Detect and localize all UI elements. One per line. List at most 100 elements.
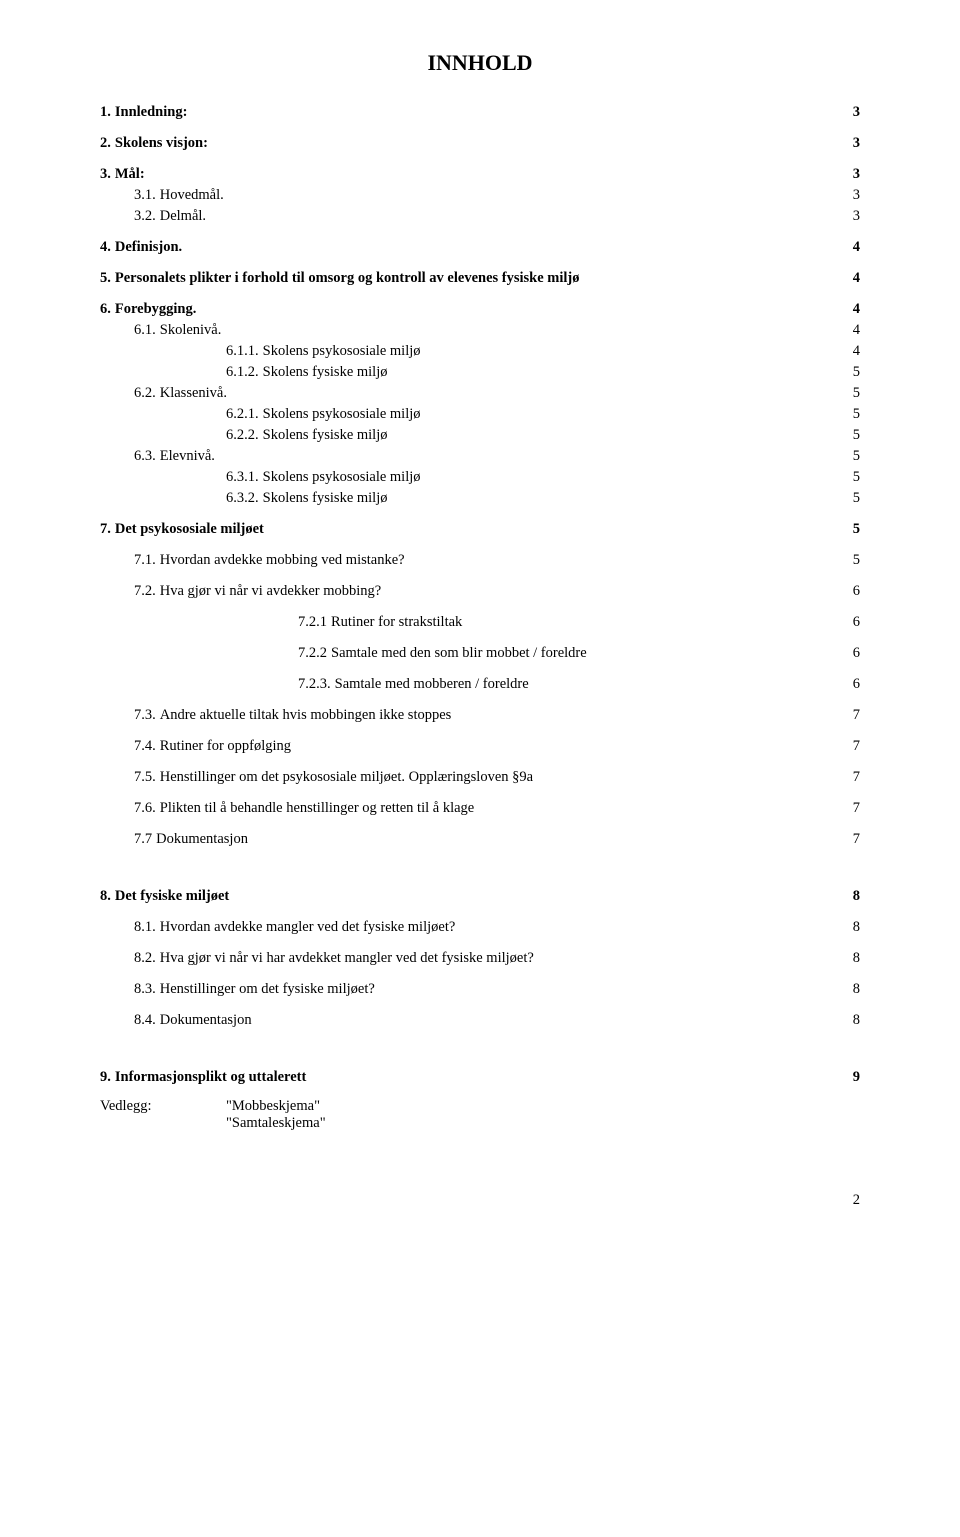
toc-label: Informasjonsplikt og uttalerett (115, 1069, 306, 1086)
toc-number: 7.2.3. (298, 676, 331, 693)
toc-entry: 6.1.2.Skolens fysiske miljø5 (100, 364, 860, 381)
toc-entry: 7.4.Rutiner for oppfølging7 (100, 738, 860, 755)
toc-number: 7.4. (134, 738, 156, 755)
toc-page: 6 (853, 583, 860, 600)
toc-number: 6.2.1. (226, 406, 259, 423)
toc-entry: 7.5.Henstillinger om det psykososiale mi… (100, 769, 860, 786)
toc-entry: 7.7Dokumentasjon7 (100, 831, 860, 848)
toc-label: Innledning: (115, 104, 188, 121)
toc-page: 3 (853, 135, 860, 152)
toc-number: 7.3. (134, 707, 156, 724)
toc-container: 1.Innledning:32.Skolens visjon:33.Mål:33… (100, 104, 860, 1086)
attachment-items: "Mobbeskjema" "Samtaleskjema" (226, 1098, 326, 1132)
toc-page: 7 (853, 707, 860, 724)
toc-entry: 2.Skolens visjon:3 (100, 135, 860, 152)
toc-entry: 6.1.1.Skolens psykososiale miljø4 (100, 343, 860, 360)
toc-entry: 3.Mål:3 (100, 166, 860, 183)
toc-entry: 8.4.Dokumentasjon8 (100, 1012, 860, 1029)
attachment-item: "Mobbeskjema" (226, 1098, 326, 1115)
attachment-item: "Samtaleskjema" (226, 1115, 326, 1132)
toc-number: 6.1.1. (226, 343, 259, 360)
toc-entry: 3.1.Hovedmål. 3 (100, 187, 860, 204)
toc-number: 9. (100, 1069, 111, 1086)
toc-page: 4 (853, 301, 860, 318)
toc-page: 3 (853, 187, 860, 204)
toc-label: Rutiner for strakstiltak (331, 614, 462, 631)
toc-entry: 6.1.Skolenivå.4 (100, 322, 860, 339)
toc-entry: 8.3.Henstillinger om det fysiske miljøet… (100, 981, 860, 998)
toc-page: 6 (853, 676, 860, 693)
toc-number: 7.5. (134, 769, 156, 786)
toc-label: Forebygging. (115, 301, 197, 318)
toc-label: Skolens visjon: (115, 135, 208, 152)
toc-entry: 6.2.2.Skolens fysiske miljø5 (100, 427, 860, 444)
toc-page: 6 (853, 614, 860, 631)
toc-number: 8.3. (134, 981, 156, 998)
toc-label: Det psykososiale miljøet (115, 521, 264, 538)
toc-page: 7 (853, 831, 860, 848)
toc-page: 4 (853, 270, 860, 287)
toc-number: 7.7 (134, 831, 152, 848)
toc-label: Hva gjør vi når vi har avdekket mangler … (160, 950, 534, 967)
toc-page: 3 (853, 208, 860, 225)
page-number: 2 (100, 1192, 860, 1209)
toc-label: Klassenivå. (160, 385, 227, 402)
toc-label: Andre aktuelle tiltak hvis mobbingen ikk… (160, 707, 452, 724)
toc-page: 9 (853, 1069, 860, 1086)
toc-label: Det fysiske miljøet (115, 888, 229, 905)
toc-entry: 6.2.Klassenivå. 5 (100, 385, 860, 402)
toc-page: 7 (853, 769, 860, 786)
toc-page: 4 (853, 322, 860, 339)
toc-page: 8 (853, 919, 860, 936)
toc-label: Skolens fysiske miljø (263, 427, 388, 444)
toc-label: Henstillinger om det fysiske miljøet? (160, 981, 375, 998)
toc-number: 7.2.1 (298, 614, 327, 631)
toc-page: 5 (853, 385, 860, 402)
toc-page: 5 (853, 521, 860, 538)
page-title: INNHOLD (100, 50, 860, 76)
toc-page: 5 (853, 406, 860, 423)
toc-label: Definisjon. (115, 239, 182, 256)
toc-label: Skolens psykososiale miljø (263, 406, 421, 423)
toc-page: 5 (853, 364, 860, 381)
toc-entry: 7.Det psykososiale miljøet5 (100, 521, 860, 538)
toc-number: 7.2. (134, 583, 156, 600)
toc-label: Samtale med mobberen / foreldre (335, 676, 529, 693)
toc-label: Hva gjør vi når vi avdekker mobbing? (160, 583, 381, 600)
toc-entry: 7.1.Hvordan avdekke mobbing ved mistanke… (100, 552, 860, 569)
toc-page: 5 (853, 448, 860, 465)
toc-number: 6. (100, 301, 111, 318)
toc-number: 1. (100, 104, 111, 121)
toc-number: 7.6. (134, 800, 156, 817)
toc-label: Skolens fysiske miljø (263, 490, 388, 507)
toc-page: 4 (853, 343, 860, 360)
toc-number: 8. (100, 888, 111, 905)
toc-number: 3. (100, 166, 111, 183)
toc-label: Personalets plikter i forhold til omsorg… (115, 270, 580, 287)
toc-label: Hovedmål. (160, 187, 224, 204)
toc-label: Samtale med den som blir mobbet / foreld… (331, 645, 587, 662)
toc-entry: 8.1.Hvordan avdekke mangler ved det fysi… (100, 919, 860, 936)
toc-entry: 6.Forebygging. 4 (100, 301, 860, 318)
toc-number: 3.2. (134, 208, 156, 225)
toc-page: 8 (853, 1012, 860, 1029)
toc-entry: 6.2.1.Skolens psykososiale miljø 5 (100, 406, 860, 423)
toc-page: 6 (853, 645, 860, 662)
attachment-label: Vedlegg: (100, 1098, 226, 1132)
toc-label: Skolens fysiske miljø (263, 364, 388, 381)
toc-label: Skolens psykososiale miljø (263, 469, 421, 486)
toc-number: 6.3.1. (226, 469, 259, 486)
toc-entry: 9.Informasjonsplikt og uttalerett 9 (100, 1069, 860, 1086)
toc-entry: 7.2.Hva gjør vi når vi avdekker mobbing?… (100, 583, 860, 600)
toc-number: 6.2. (134, 385, 156, 402)
toc-entry: 8.Det fysiske miljøet8 (100, 888, 860, 905)
toc-entry: 4.Definisjon.4 (100, 239, 860, 256)
toc-entry: 8.2.Hva gjør vi når vi har avdekket mang… (100, 950, 860, 967)
toc-page: 5 (853, 490, 860, 507)
toc-number: 5. (100, 270, 111, 287)
toc-page: 7 (853, 800, 860, 817)
toc-page: 8 (853, 950, 860, 967)
toc-entry: 1.Innledning:3 (100, 104, 860, 121)
toc-number: 7.1. (134, 552, 156, 569)
toc-number: 3.1. (134, 187, 156, 204)
